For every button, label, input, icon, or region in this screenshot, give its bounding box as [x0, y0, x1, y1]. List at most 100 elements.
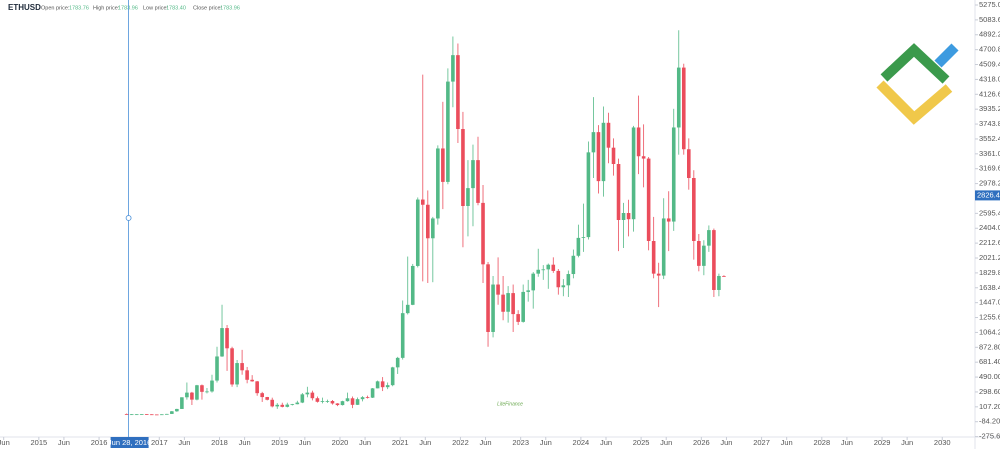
candle-body — [290, 404, 295, 406]
candle-body — [456, 55, 460, 130]
candle-body — [180, 397, 184, 409]
candle-body — [636, 127, 641, 157]
candle-body — [606, 122, 611, 148]
x-tick-label: 2028 — [813, 438, 830, 447]
x-tick-label: Jun — [58, 438, 70, 447]
candle-body — [486, 264, 490, 332]
label: Open price: — [41, 5, 70, 11]
y-tick-label: 1064.20 — [979, 327, 1000, 336]
candle-body — [165, 413, 169, 415]
x-tick-label: 2017 — [151, 438, 168, 447]
x-tick-label: Jun — [359, 438, 371, 447]
y-tick-label: 4700.80 — [979, 45, 1000, 54]
x-tick-label: 2030 — [934, 438, 951, 447]
candle-body — [420, 199, 425, 205]
candle-body — [431, 218, 435, 239]
x-tick-label: Jun — [299, 438, 311, 447]
candle-body — [210, 380, 214, 392]
candle-body — [561, 285, 566, 288]
y-tick-label: 4126.60 — [979, 89, 1000, 98]
candle-body — [516, 314, 520, 322]
candle-body — [255, 381, 259, 394]
header: ETHUSD Open price: 1783.76 High price: 1… — [8, 3, 240, 12]
x-tick-label: Jun — [720, 438, 732, 447]
current-price-label: 2826.40 — [977, 190, 1000, 199]
candle-body — [671, 127, 676, 222]
y-tick-label: 1829.80 — [979, 268, 1000, 277]
candle-body — [300, 394, 305, 403]
candle-body — [260, 393, 264, 398]
x-tick-label: Jun — [479, 438, 491, 447]
value: 1783.96 — [118, 5, 138, 11]
x-tick-label: 2022 — [452, 438, 469, 447]
candle-body — [541, 269, 546, 271]
candle-body — [586, 152, 591, 238]
x-tick-label: Jun — [660, 438, 672, 447]
candle-body — [149, 414, 154, 416]
candle-body — [175, 408, 179, 412]
candle-body — [160, 414, 164, 416]
candle-body — [350, 398, 355, 405]
candle-body — [340, 401, 345, 406]
candle-body — [400, 313, 405, 358]
y-tick-label: 107.20 — [979, 402, 1000, 411]
candle-body — [265, 397, 269, 400]
candle-body — [646, 158, 651, 241]
y-tick-label: 4892.20 — [979, 30, 1000, 39]
candle-body — [556, 270, 561, 288]
logo-blue — [934, 43, 959, 68]
candle-body — [441, 148, 445, 182]
candle-body — [466, 188, 470, 207]
candle-body — [405, 304, 410, 314]
candle-body — [230, 348, 234, 385]
x-tick-label: 2029 — [874, 438, 891, 447]
y-tick-label: 3935.20 — [979, 104, 1000, 113]
candle-body — [270, 399, 275, 407]
candle-body — [205, 391, 209, 393]
x-tick-label: 2027 — [753, 438, 770, 447]
candle-body — [481, 202, 485, 265]
y-tick-label: 4509.40 — [979, 60, 1000, 69]
y-tick-label: 5083.60 — [979, 15, 1000, 24]
candle-body — [471, 160, 475, 189]
y-tick-label: 3552.40 — [979, 134, 1000, 143]
crosshair-box — [110, 437, 149, 448]
candle-body — [656, 273, 661, 276]
candle-body — [139, 414, 144, 415]
candle-body — [415, 199, 420, 266]
candle-body — [295, 402, 300, 405]
candle-body — [370, 388, 375, 398]
candle-body — [511, 293, 515, 315]
candle-body — [220, 328, 224, 357]
candle-body — [651, 240, 656, 274]
candle-body — [195, 385, 199, 400]
candle-body — [641, 156, 646, 159]
candle-body — [576, 237, 581, 256]
y-tick-label: 2021.20 — [979, 253, 1000, 262]
candle-body — [596, 132, 601, 182]
candle-body — [591, 132, 596, 153]
candle-body — [310, 392, 315, 399]
candle-body — [476, 160, 480, 203]
candle-body — [581, 237, 586, 238]
x-tick-label: 2018 — [211, 438, 228, 447]
candle-body — [681, 67, 686, 150]
x-tick-label: 2016 — [91, 438, 108, 447]
x-tick-label: Jun — [841, 438, 853, 447]
candle-body — [315, 398, 320, 402]
logo-green — [880, 43, 950, 84]
candle-body — [692, 178, 696, 241]
value: 1783.96 — [220, 5, 240, 11]
candle-body — [365, 397, 370, 399]
x-tick-label: Jun — [540, 438, 552, 447]
y-tick-label: 2212.60 — [979, 238, 1000, 247]
watermark: LiteFinance — [497, 401, 523, 407]
candle-body — [305, 392, 310, 395]
candle-body — [215, 356, 219, 381]
label: Low price: — [143, 5, 169, 11]
x-tick-label: 2023 — [512, 438, 529, 447]
candle-body — [436, 148, 440, 219]
candle-body — [551, 264, 556, 271]
candle-body — [144, 414, 149, 415]
